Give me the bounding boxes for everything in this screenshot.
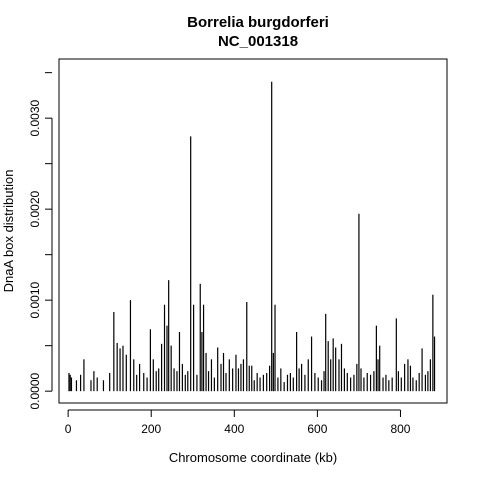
y-axis: 0.0000 0.0010 0.0020 0.0030: [28, 72, 53, 410]
y-tick-label: 0.0000: [28, 372, 42, 409]
x-tick-label: 0: [65, 422, 72, 436]
chart-subtitle: NC_001318: [218, 33, 298, 50]
y-tick-label: 0.0030: [28, 99, 42, 136]
y-tick-label: 0.0020: [28, 190, 42, 227]
x-tick-label: 200: [141, 422, 161, 436]
x-tick-label: 400: [224, 422, 244, 436]
x-axis-label: Chromosome coordinate (kb): [169, 450, 337, 465]
x-tick-label: 600: [307, 422, 327, 436]
bars-group: [68, 81, 436, 392]
plot-frame: [58, 58, 448, 404]
x-tick-label: 800: [390, 422, 410, 436]
chart-title: Borrelia burgdorferi: [187, 14, 329, 31]
y-axis-label: DnaA box distribution: [1, 170, 16, 293]
x-axis: 0 200 400 600 800: [65, 409, 411, 436]
y-tick-label: 0.0010: [28, 281, 42, 318]
